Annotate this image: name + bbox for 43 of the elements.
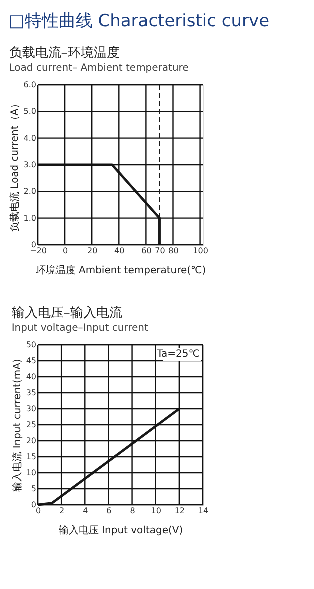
- y-tick-label: 25: [26, 420, 36, 430]
- text: □特性曲线 Characteristic curve: [8, 12, 270, 32]
- chart-title: 负载电流–环境温度: [9, 45, 120, 61]
- y-tick-label: 5.0: [24, 107, 36, 116]
- x-tick-label: 60: [142, 246, 152, 256]
- x-tick-label: 40: [114, 246, 125, 256]
- y-axis-title: 负载电流 Load current（A）: [8, 98, 21, 232]
- y-tick-label: 6.0: [24, 80, 36, 90]
- y-tick-label: 20: [26, 436, 36, 446]
- y-tick-label: 10: [26, 468, 36, 478]
- chart-subtitle: Load current– Ambient temperature: [9, 63, 189, 74]
- x-axis-title: 环境温度 Ambient temperature(℃): [36, 264, 206, 276]
- y-tick-label: 1.0: [24, 214, 36, 223]
- x-tick-label: 4: [83, 506, 88, 516]
- x-tick-label: 80: [168, 246, 179, 256]
- y-tick-label: 2.0: [24, 187, 36, 196]
- x-tick-label: 6: [106, 506, 112, 516]
- x-tick-label: 100: [193, 246, 208, 256]
- x-tick-label: −20: [30, 246, 47, 256]
- annotation: Ta=25℃: [156, 349, 200, 360]
- y-tick-label: 3.0: [24, 160, 36, 170]
- y-tick-label: 30: [26, 404, 36, 414]
- x-tick-label: 8: [130, 506, 136, 516]
- x-tick-label: 2: [60, 506, 65, 516]
- y-tick-label: 35: [26, 388, 36, 398]
- y-tick-label: 0: [31, 240, 36, 250]
- chart-subtitle: Input voltage–Input current: [12, 323, 148, 334]
- x-tick-label: 12: [174, 506, 186, 516]
- x-tick-label: 14: [198, 506, 209, 516]
- y-tick-label: 4.0: [24, 134, 36, 143]
- x-tick-label: 10: [151, 506, 162, 516]
- x-axis-title: 输入电压 Input voltage(V): [58, 524, 184, 536]
- x-tick-label: 70: [155, 246, 166, 256]
- x-tick-label: 0: [63, 246, 68, 256]
- x-tick-label: 20: [88, 246, 98, 256]
- chart-title: 输入电压–输入电流: [12, 305, 122, 321]
- y-axis-title: 输入电流 Input current(mA): [11, 359, 24, 492]
- y-tick-label: 50: [26, 340, 36, 350]
- y-tick-label: 45: [26, 356, 36, 366]
- y-tick-label: 0: [31, 500, 36, 510]
- y-tick-label: 5: [31, 484, 36, 494]
- y-tick-label: 40: [26, 372, 36, 382]
- y-tick-label: 15: [26, 452, 36, 462]
